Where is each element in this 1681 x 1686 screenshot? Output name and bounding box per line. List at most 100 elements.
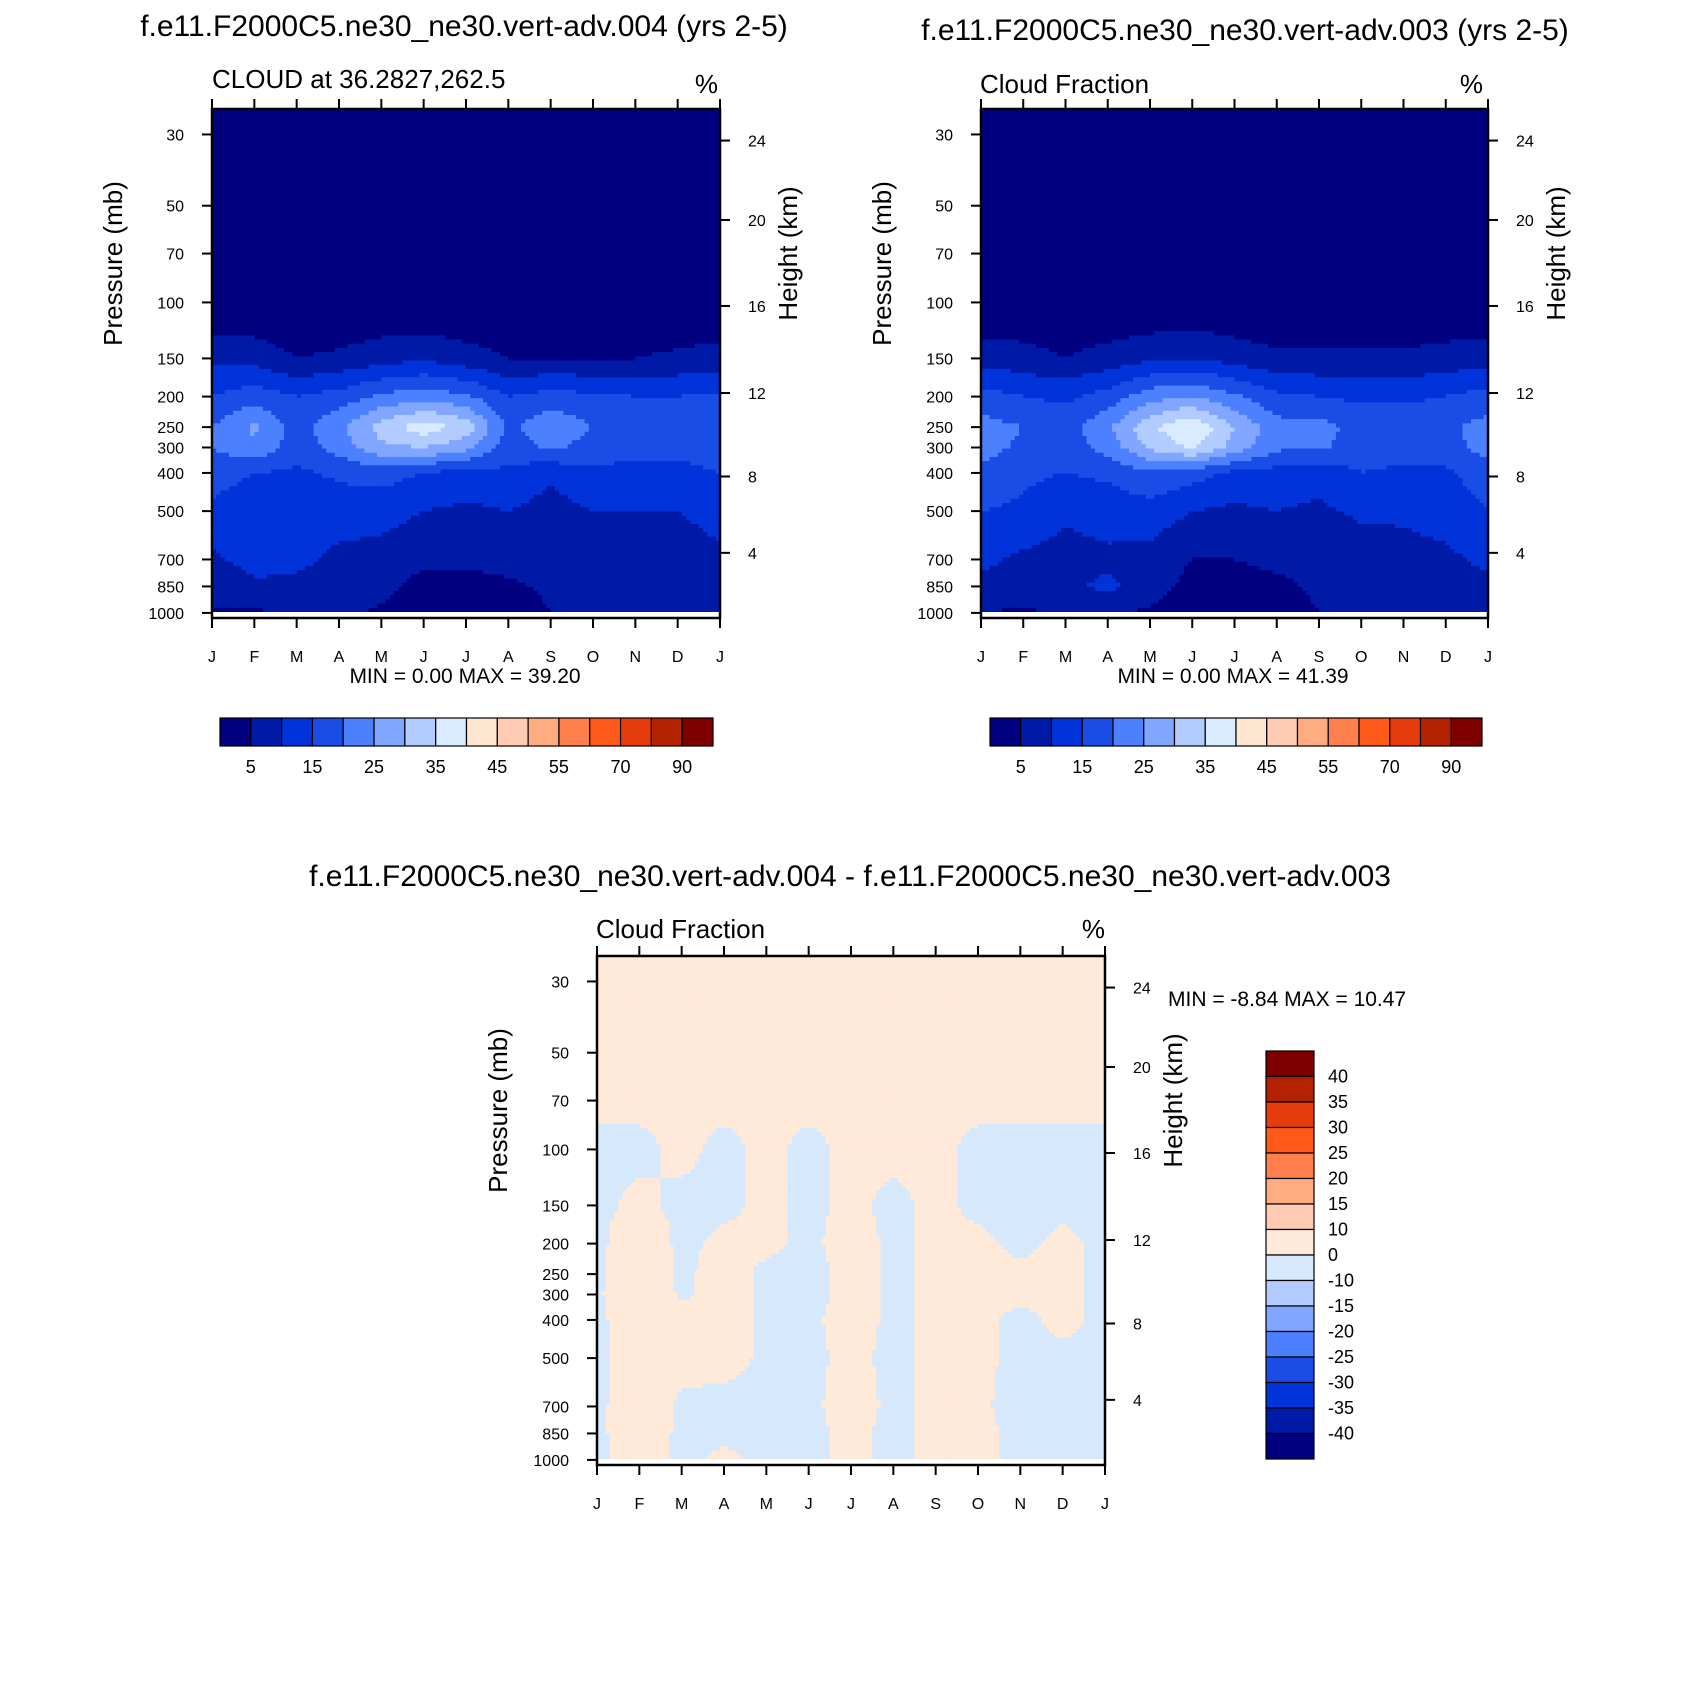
contour-cell [246,122,251,127]
contour-cell [695,130,700,135]
contour-cell [699,126,704,131]
contour-cell [648,122,653,127]
contour-cell [508,138,513,143]
contour-cell [242,134,247,139]
contour-cell [546,138,551,143]
contour-cell [640,122,645,127]
contour-cell [284,138,289,143]
contour-cell [220,126,225,131]
contour-cell [530,130,535,135]
contour-cell [690,113,695,118]
contour-cell [678,130,683,135]
contour-cell [614,126,619,131]
contour-cell [657,122,662,127]
contour-cell [644,138,649,143]
contour-cell [707,134,712,139]
contour-cell [309,126,314,131]
contour-cell [403,134,408,139]
contour-cell [229,113,234,118]
contour-cell [453,126,458,131]
contour-cell [517,138,522,143]
contour-cell [419,134,424,139]
contour-cell [614,113,619,118]
contour-cell [271,143,276,148]
contour-cell [419,138,424,143]
contour-cell [669,134,674,139]
contour-cell [288,126,293,131]
contour-cell [407,134,412,139]
contour-cell [648,130,653,135]
contour-cell [703,138,708,143]
contour-cell [652,130,657,135]
contour-cell [474,134,479,139]
contour-cell [407,138,412,143]
contour-cell [474,122,479,127]
contour-cell [644,122,649,127]
contour-cell [597,117,602,122]
contour-cell [635,130,640,135]
contour-cell [635,113,640,118]
contour-cell [318,134,323,139]
contour-cell [386,130,391,135]
figure-canvas: f.e11.F2000C5.ne30_ne30.vert-adv.004 (yr… [0,0,1681,1681]
contour-cell [606,117,611,122]
contour-cell [678,138,683,143]
contour-cell [695,134,700,139]
contour-cell [466,126,471,131]
contour-cell [513,126,518,131]
contour-cell [491,126,496,131]
contour-cell [335,134,340,139]
contour-cell [386,122,391,127]
contour-cell [441,126,446,131]
contour-cell [661,122,666,127]
contour-cell [491,138,496,143]
contour-cell [254,134,259,139]
contour-cell [237,122,242,127]
contour-cell [690,126,695,131]
contour-cell [220,134,225,139]
contour-cell [576,138,581,143]
contour-cell [487,134,492,139]
contour-cell [288,122,293,127]
contour-cell [479,117,484,122]
contour-cell [466,138,471,143]
contour-cell [508,117,513,122]
contour-cell [699,117,704,122]
contour-cell [331,126,336,131]
contour-cell [449,122,454,127]
contour-cell [627,113,632,118]
contour-cell [280,138,285,143]
contour-cell [496,130,501,135]
contour-cell [424,126,429,131]
contour-cell [673,138,678,143]
contour-cell [657,134,662,139]
contour-cell [665,117,670,122]
contour-cell [618,113,623,118]
contour-cell [568,138,573,143]
contour-cell [690,138,695,143]
contour-cell [347,117,352,122]
contour-cell [470,134,475,139]
contour-cell [233,134,238,139]
contour-cell [572,130,577,135]
contour-cell [233,143,238,148]
contour-cell [551,122,556,127]
contour-cell [373,113,378,118]
contour-cell [597,122,602,127]
contour-cell [690,117,695,122]
contour-cell [707,126,712,131]
contour-cell [572,113,577,118]
contour-cell [597,126,602,131]
contour-cell [652,113,657,118]
contour-cell [644,113,649,118]
contour-cell [678,117,683,122]
contour-cell [381,130,386,135]
contour-cell [491,117,496,122]
contour-cell [699,138,704,143]
contour-cell [305,130,310,135]
contour-cell [449,117,454,122]
contour-cell [322,117,327,122]
contour-cell [352,122,357,127]
contour-cell [576,113,581,118]
contour-cell [580,113,585,118]
